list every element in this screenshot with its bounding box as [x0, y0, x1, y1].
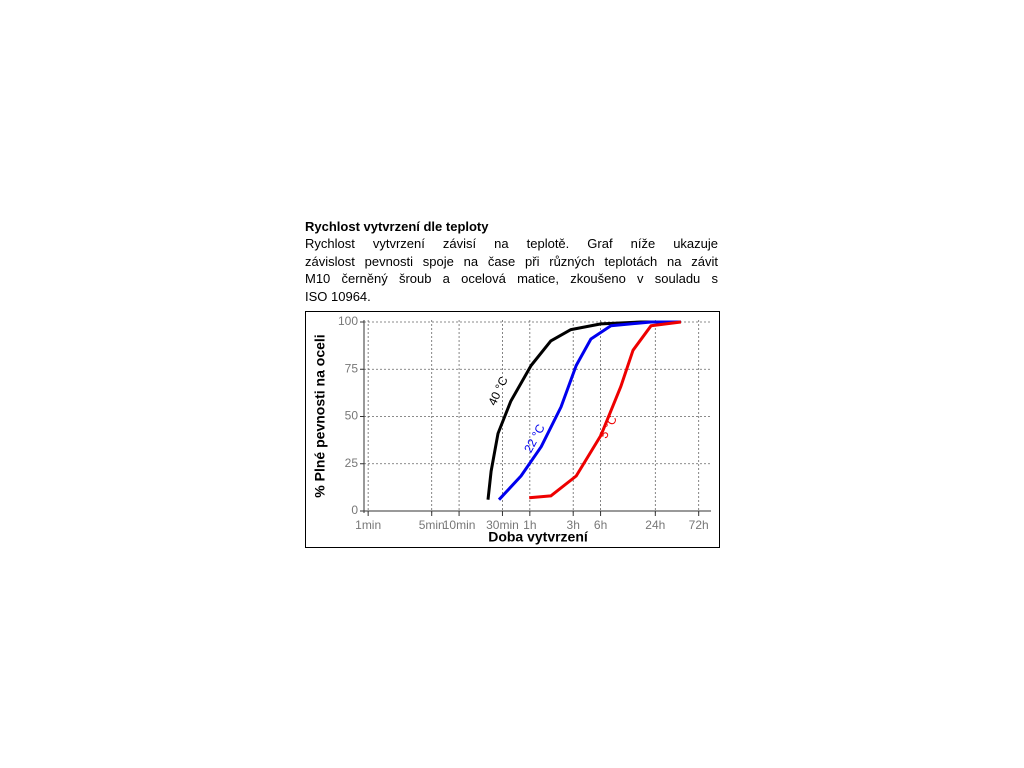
heading: Rychlost vytvrzení dle teploty	[305, 219, 489, 234]
data-line	[486, 320, 681, 500]
x-tick-label: 1h	[523, 518, 536, 532]
paragraph-line: závislost pevnosti spoje na čase při růz…	[305, 253, 718, 269]
paragraph-line: ISO 10964.	[305, 288, 371, 304]
y-tick-label: 100	[338, 314, 358, 328]
y-tick-label: 0	[351, 503, 358, 517]
x-tick-label: 24h	[645, 518, 665, 532]
x-tick-label: 3h	[567, 518, 580, 532]
data-line	[529, 320, 682, 500]
chart-frame: Doba vytvrzení % Plné pevnosti na oceli …	[305, 311, 720, 548]
x-tick-label: 6h	[594, 518, 607, 532]
paragraph: Rychlost vytvrzení závisí na teplotě. Gr…	[305, 235, 718, 305]
x-axis-label: Doba vytvrzení	[488, 529, 589, 545]
paragraph-line: M10 černěný šroub a ocelová matice, zkou…	[305, 271, 718, 286]
x-tick-label: 1min	[355, 518, 381, 532]
chart: Doba vytvrzení % Plné pevnosti na oceli …	[312, 314, 711, 545]
y-axis-label: % Plné pevnosti na oceli	[312, 334, 328, 497]
x-tick-label: 10min	[443, 518, 476, 532]
y-tick-label: 25	[345, 456, 359, 470]
data-line	[497, 320, 681, 501]
x-tick-label: 5min	[419, 518, 445, 532]
x-tick-label: 72h	[689, 518, 709, 532]
paragraph-line: Rychlost vytvrzení závisí na teplotě. Gr…	[305, 236, 718, 251]
y-tick-label: 50	[345, 409, 359, 423]
series-label: 5 °C	[596, 413, 620, 441]
series-label: 40 °C	[485, 374, 511, 408]
x-tick-label: 30min	[486, 518, 519, 532]
y-tick-label: 75	[345, 361, 359, 375]
